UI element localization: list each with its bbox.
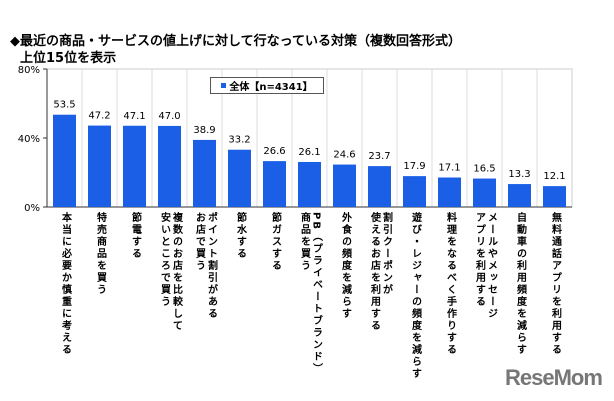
x-tick-label: 外食の頻度を減らす bbox=[339, 212, 351, 320]
bar bbox=[298, 161, 321, 207]
data-label: 33.2 bbox=[228, 135, 250, 146]
x-tick-label: 無料通話アプリを利用する bbox=[549, 212, 561, 356]
legend: 全体【n=4341】 bbox=[210, 77, 324, 94]
x-tick-label: PB（プライベートブランド） 商品を買う bbox=[298, 212, 322, 375]
legend-swatch bbox=[221, 83, 227, 88]
data-label: 17.9 bbox=[403, 161, 425, 172]
data-label: 17.1 bbox=[438, 163, 460, 174]
data-label: 23.7 bbox=[368, 151, 390, 162]
resemom-logo: ReseMom bbox=[505, 365, 603, 390]
x-tick-label: 特売商品を買う bbox=[94, 212, 106, 296]
y-tick-label: 0% bbox=[24, 203, 40, 214]
x-tick-label: メールやメッセージ アプリを利用する bbox=[473, 212, 497, 320]
bar bbox=[438, 177, 461, 207]
x-tick-label: 節電する bbox=[129, 212, 141, 260]
x-tick-label: 割引クーポンが 使えるお店を利用する bbox=[368, 212, 392, 332]
y-tick-label: 40% bbox=[18, 134, 40, 145]
bar bbox=[403, 176, 426, 207]
data-label: 53.5 bbox=[53, 100, 75, 111]
bar bbox=[123, 125, 146, 207]
data-label: 38.9 bbox=[193, 125, 215, 136]
legend-label: 全体【n=4341】 bbox=[229, 82, 313, 93]
bar bbox=[333, 164, 356, 207]
bar bbox=[158, 125, 181, 207]
x-tick-label: 節水する bbox=[234, 212, 246, 260]
data-label: 47.0 bbox=[158, 111, 180, 122]
data-label: 16.5 bbox=[473, 164, 495, 175]
x-tick-label: 複数のお店を比較して 安いところで買う bbox=[158, 212, 182, 332]
chart-subtitle: 上位15位を表示 bbox=[20, 51, 117, 66]
data-label: 12.1 bbox=[543, 171, 565, 182]
bar bbox=[543, 186, 566, 207]
bar bbox=[228, 149, 251, 207]
data-label: 13.3 bbox=[508, 169, 530, 180]
bar bbox=[368, 166, 391, 207]
data-label: 26.6 bbox=[263, 146, 285, 157]
x-tick-label: 本当に必要か慎重に考える bbox=[59, 212, 71, 356]
chart-title: ◆最近の商品・サービスの値上げに対して行なっている対策（複数回答形式） bbox=[10, 34, 461, 49]
data-label: 24.6 bbox=[333, 150, 355, 161]
bar bbox=[193, 139, 216, 207]
bar bbox=[508, 184, 531, 207]
x-tick-label: 節ガスする bbox=[269, 212, 281, 272]
x-tick-label: ポイント割引がある お店で買う bbox=[193, 212, 217, 320]
bar bbox=[53, 114, 76, 207]
bar bbox=[473, 178, 496, 207]
x-tick-label: 料理をなるべく手作りする bbox=[444, 212, 456, 356]
y-tick-label: 80% bbox=[18, 65, 40, 76]
data-label: 47.2 bbox=[88, 111, 110, 122]
data-label: 47.1 bbox=[123, 111, 145, 122]
x-tick-label: 自動車の利用頻度を減らす bbox=[514, 212, 526, 356]
data-label: 26.1 bbox=[298, 147, 320, 158]
bar bbox=[88, 125, 111, 207]
bar bbox=[263, 161, 286, 207]
x-tick-label: 遊び・レジャーの頻度を減らす bbox=[409, 212, 421, 380]
